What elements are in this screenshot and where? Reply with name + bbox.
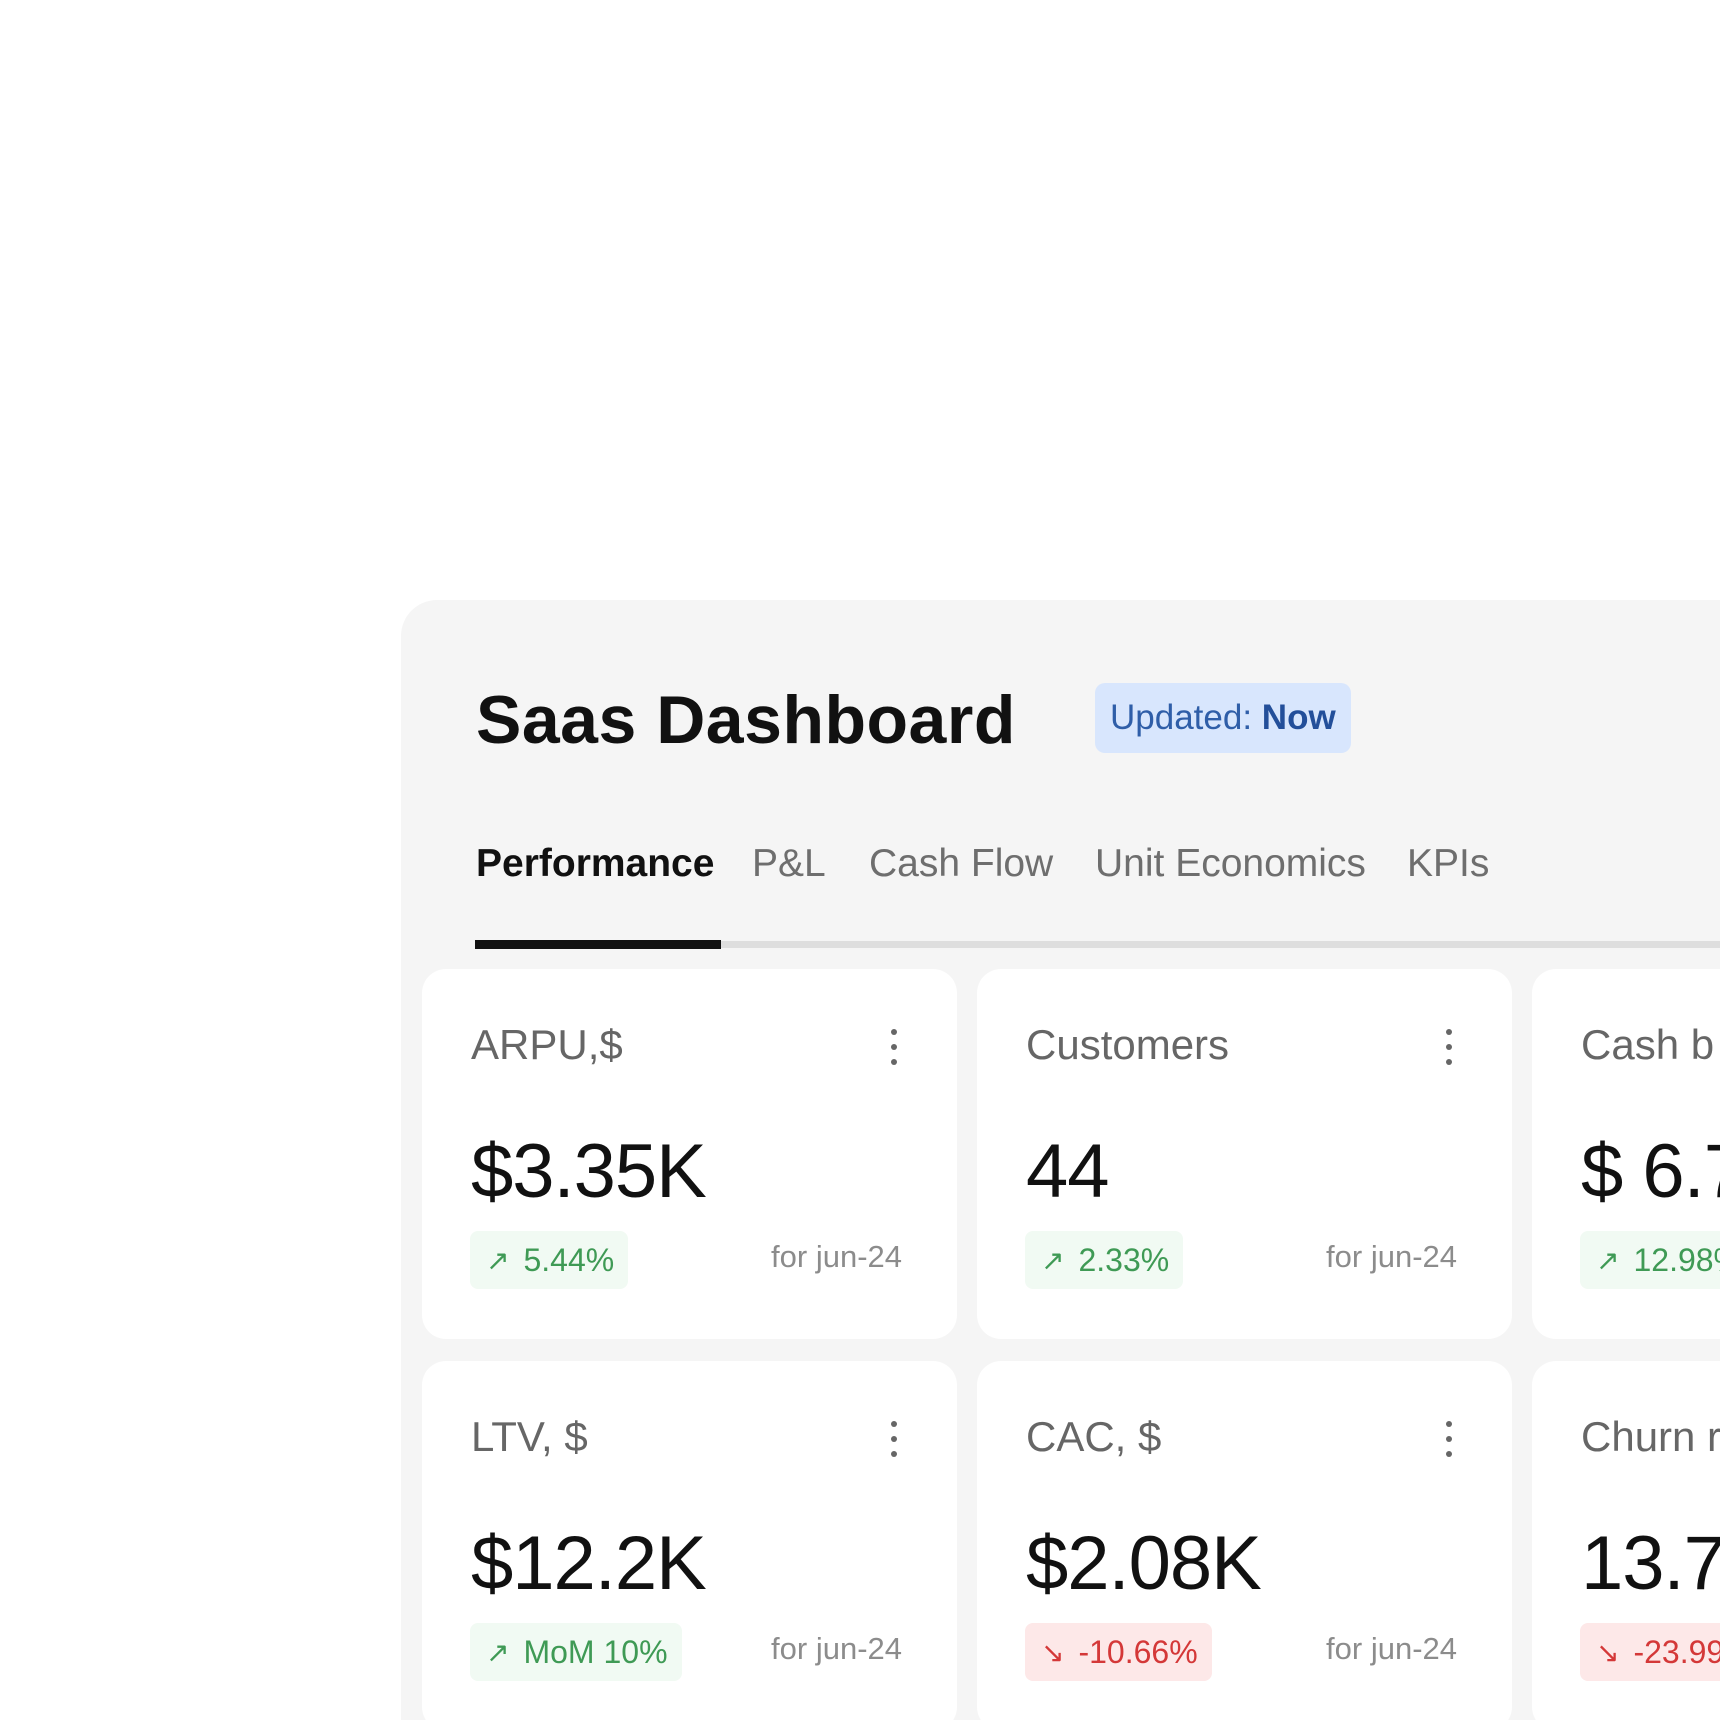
metric-card-ltv: LTV, $ $12.2K ↗ MoM 10% for jun-24	[422, 1361, 957, 1720]
card-label: Cash b	[1581, 1021, 1715, 1068]
card-label: Churn r	[1581, 1413, 1720, 1460]
tab-performance[interactable]: Performance	[476, 842, 715, 885]
period-label: for jun-24	[771, 1239, 902, 1274]
delta-badge: ↘ -23.99	[1580, 1623, 1720, 1681]
dashboard-panel: Saas Dashboard Updated: Now Performance …	[401, 600, 1720, 1720]
delta-value: MoM 10%	[523, 1633, 668, 1670]
north-east-arrow-icon: ↗	[486, 1636, 510, 1668]
metric-card-cash-balance: Cash b $ 6.7 ↗ 12.98%	[1532, 969, 1720, 1339]
tab-kpis[interactable]: KPIs	[1407, 842, 1490, 885]
period-label: for jun-24	[1326, 1239, 1457, 1274]
south-east-arrow-icon: ↘	[1596, 1636, 1620, 1668]
tab-unit-economics[interactable]: Unit Economics	[1095, 842, 1366, 885]
card-label: CAC, $	[1026, 1413, 1162, 1460]
card-label: Customers	[1026, 1021, 1230, 1068]
north-east-arrow-icon: ↗	[1041, 1244, 1065, 1276]
metric-card-customers: Customers 44 ↗ 2.33% for jun-24	[977, 969, 1512, 1339]
north-east-arrow-icon: ↗	[1596, 1244, 1620, 1276]
delta-badge: ↘ -10.66%	[1025, 1623, 1212, 1681]
card-value: $ 6.7	[1581, 1129, 1720, 1214]
updated-label: Updated:	[1110, 698, 1253, 737]
delta-value: 2.33%	[1078, 1241, 1170, 1278]
tab-pl[interactable]: P&L	[752, 842, 826, 885]
page-title: Saas Dashboard	[476, 682, 1016, 758]
north-east-arrow-icon: ↗	[486, 1244, 510, 1276]
tab-bar: Performance P&L Cash Flow Unit Economics…	[475, 840, 1720, 912]
delta-badge: ↗ 2.33%	[1025, 1231, 1184, 1289]
tab-cash-flow[interactable]: Cash Flow	[869, 842, 1054, 885]
active-tab-indicator	[475, 940, 721, 949]
card-label: ARPU,$	[471, 1021, 623, 1068]
kebab-menu-icon[interactable]	[1443, 1029, 1455, 1065]
delta-badge: ↗ MoM 10%	[470, 1623, 682, 1681]
delta-badge: ↗ 5.44%	[470, 1231, 629, 1289]
metric-card-cac: CAC, $ $2.08K ↘ -10.66% for jun-24	[977, 1361, 1512, 1720]
period-label: for jun-24	[771, 1631, 902, 1666]
metric-card-arpu: ARPU,$ $3.35K ↗ 5.44% for jun-24	[422, 969, 957, 1339]
kebab-menu-icon[interactable]	[888, 1421, 900, 1457]
card-value: 13.75	[1581, 1521, 1720, 1606]
updated-badge: Updated: Now	[1095, 683, 1351, 753]
period-label: for jun-24	[1326, 1631, 1457, 1666]
metric-card-churn-rate: Churn r 13.75 ↘ -23.99	[1532, 1361, 1720, 1720]
delta-value: -10.66%	[1078, 1633, 1198, 1670]
card-value: $3.35K	[471, 1129, 707, 1214]
kebab-menu-icon[interactable]	[888, 1029, 900, 1065]
tab-track	[475, 941, 1720, 948]
card-value: 44	[1026, 1129, 1110, 1214]
card-value: $2.08K	[1026, 1521, 1262, 1606]
delta-value: -23.99	[1633, 1633, 1720, 1670]
card-value: $12.2K	[471, 1521, 707, 1606]
delta-value: 12.98%	[1633, 1241, 1720, 1278]
card-label: LTV, $	[471, 1413, 588, 1460]
delta-badge: ↗ 12.98%	[1580, 1231, 1720, 1289]
delta-value: 5.44%	[523, 1241, 615, 1278]
kebab-menu-icon[interactable]	[1443, 1421, 1455, 1457]
south-east-arrow-icon: ↘	[1041, 1636, 1065, 1668]
updated-value: Now	[1261, 698, 1336, 737]
